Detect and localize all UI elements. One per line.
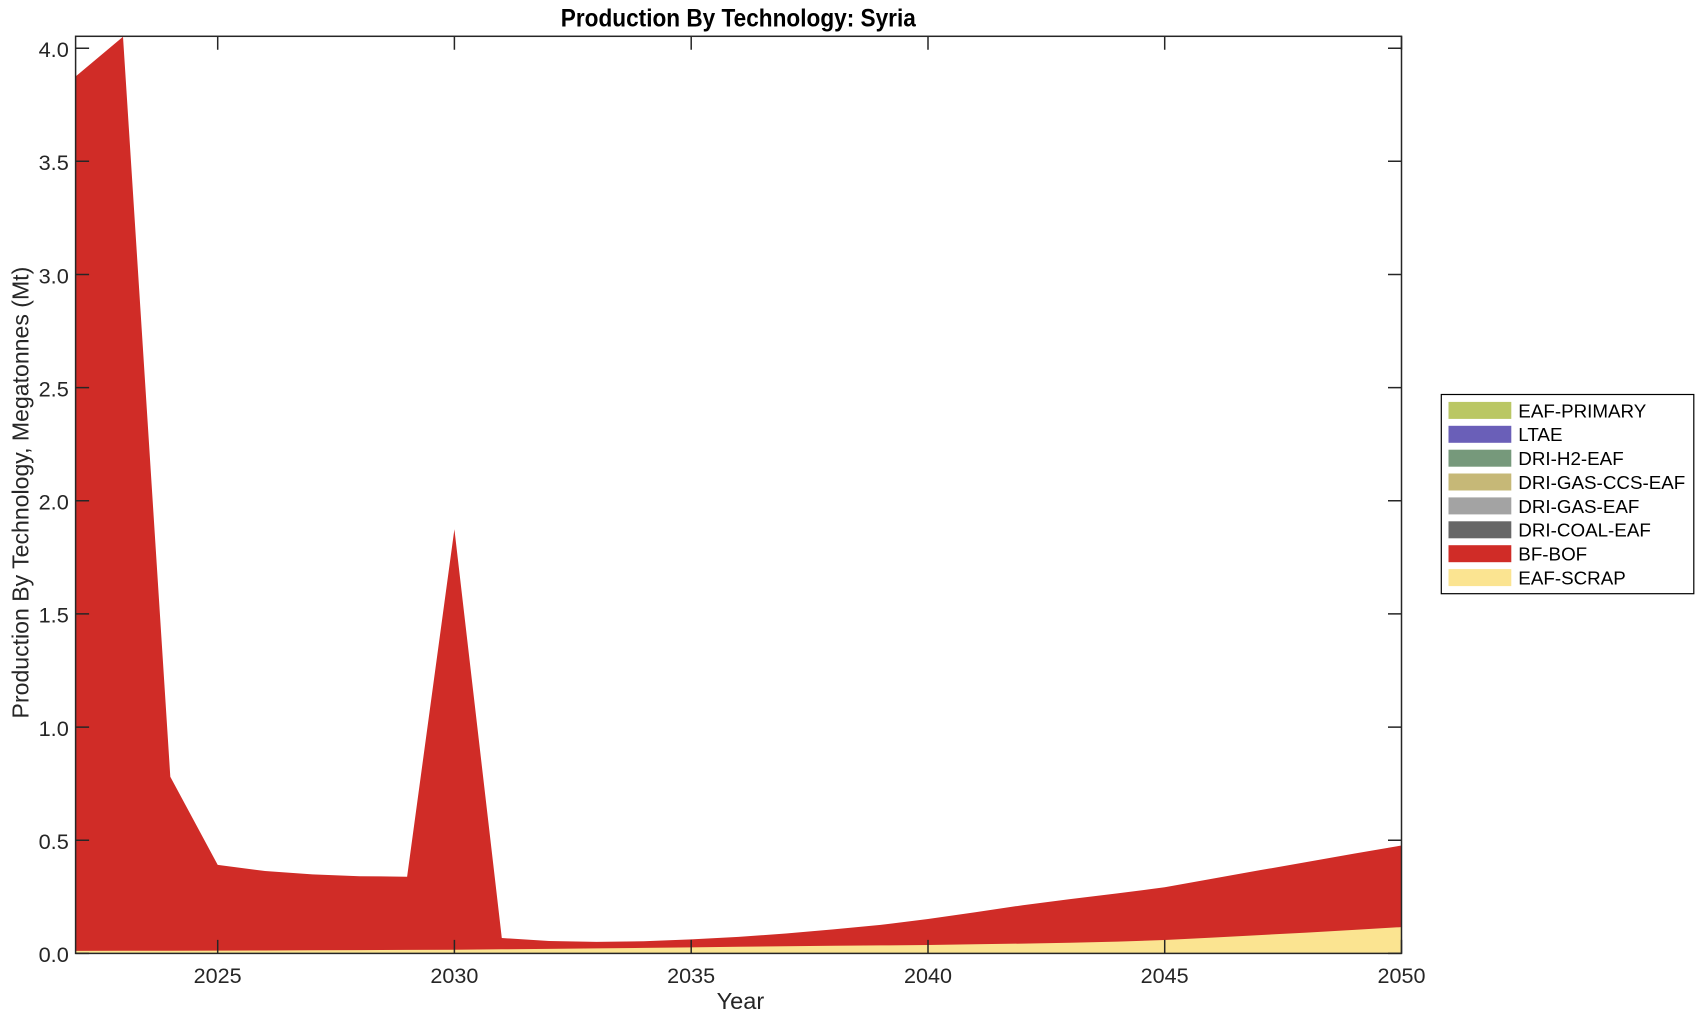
svg-text:2025: 2025 — [194, 964, 242, 988]
svg-text:2050: 2050 — [1378, 964, 1426, 988]
svg-text:2.5: 2.5 — [39, 377, 69, 401]
svg-text:BF-BOF: BF-BOF — [1518, 544, 1587, 565]
svg-text:0.0: 0.0 — [39, 943, 69, 967]
svg-text:DRI-COAL-EAF: DRI-COAL-EAF — [1518, 520, 1651, 541]
svg-text:Production By Technology: Syri: Production By Technology: Syria — [561, 5, 917, 33]
svg-text:EAF-SCRAP: EAF-SCRAP — [1518, 568, 1626, 589]
svg-text:2030: 2030 — [430, 964, 478, 988]
svg-text:DRI-GAS-EAF: DRI-GAS-EAF — [1518, 496, 1639, 517]
svg-text:2035: 2035 — [667, 964, 715, 988]
svg-text:Production By Technology, Mega: Production By Technology, Megatonnes (Mt… — [7, 267, 33, 719]
svg-text:3.5: 3.5 — [39, 151, 69, 175]
svg-text:4.0: 4.0 — [39, 38, 69, 62]
svg-text:2040: 2040 — [904, 964, 952, 988]
svg-text:1.5: 1.5 — [39, 604, 69, 628]
svg-text:3.0: 3.0 — [39, 264, 69, 288]
svg-text:1.0: 1.0 — [39, 717, 69, 741]
svg-text:2.0: 2.0 — [39, 491, 69, 515]
svg-text:EAF-PRIMARY: EAF-PRIMARY — [1518, 400, 1646, 421]
svg-text:Year: Year — [717, 988, 765, 1014]
svg-text:DRI-H2-EAF: DRI-H2-EAF — [1518, 448, 1623, 469]
svg-text:LTAE: LTAE — [1518, 424, 1562, 445]
svg-text:0.5: 0.5 — [39, 830, 69, 854]
svg-text:DRI-GAS-CCS-EAF: DRI-GAS-CCS-EAF — [1518, 472, 1685, 493]
svg-text:2045: 2045 — [1141, 964, 1189, 988]
